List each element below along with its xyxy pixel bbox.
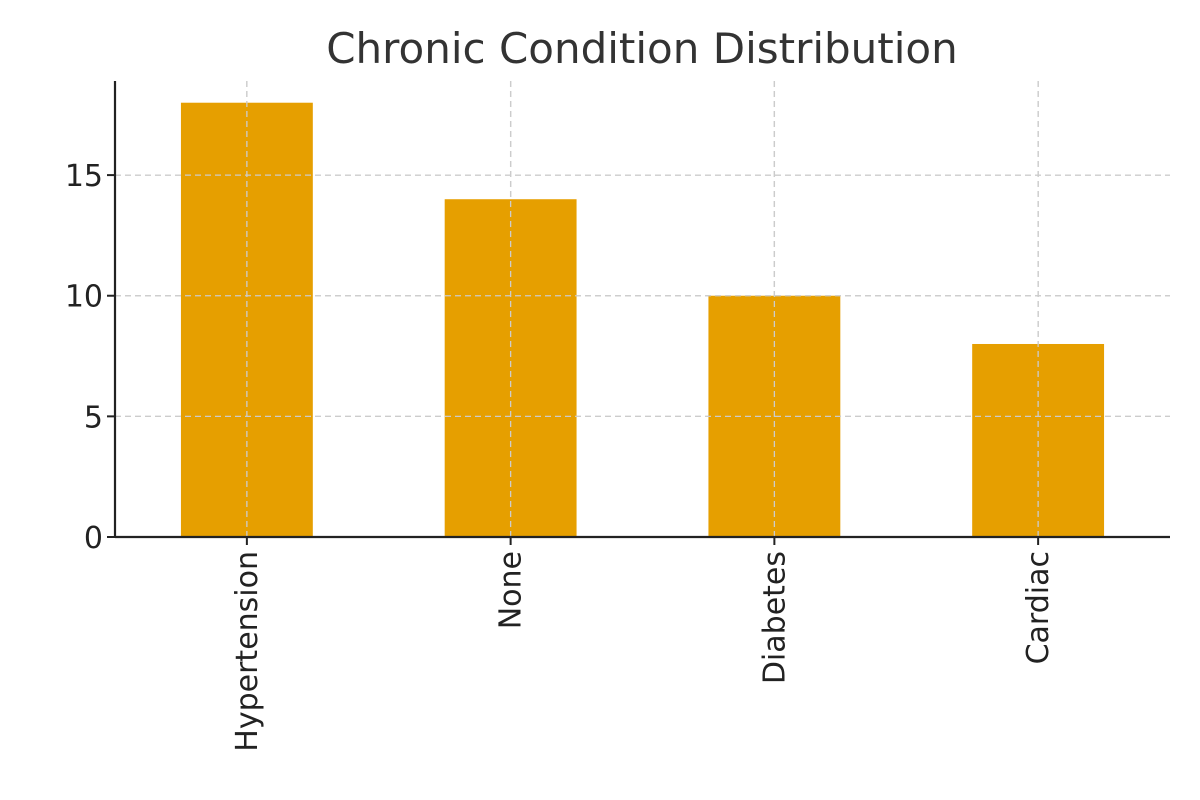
x-axis-ticks: Hypertension None Diabetes Cardiac [230, 537, 1056, 752]
x-tick-label-diabetes: Diabetes [757, 551, 792, 684]
y-axis-ticks: 0 5 10 15 [65, 159, 115, 556]
y-tick-label-2: 10 [65, 280, 103, 315]
chart-title: Chronic Condition Distribution [326, 24, 958, 73]
axes [113, 81, 1170, 539]
x-tick-label-none: None [494, 551, 529, 629]
y-tick-label-3: 15 [65, 159, 103, 194]
x-tick-label-cardiac: Cardiac [1021, 551, 1056, 664]
y-tick-label-1: 5 [84, 400, 103, 435]
bars [115, 81, 1170, 537]
x-tick-label-hypertension: Hypertension [230, 551, 265, 752]
y-tick-label-0: 0 [84, 521, 103, 556]
